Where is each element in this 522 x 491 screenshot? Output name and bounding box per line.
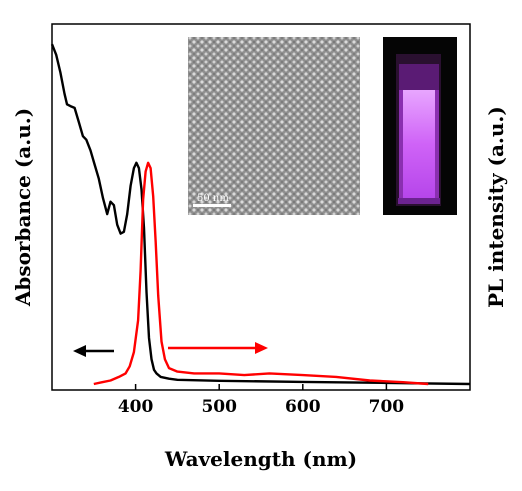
x-axis-ticks [134,384,388,390]
plot-frame [51,23,471,391]
cuvette-photo-inset [383,37,457,215]
y-axis-title-left: Absorbance (a.u.) [11,108,35,307]
left-axis-arrow [73,345,114,357]
x-tick-label: 500 [201,397,237,417]
absorbance-series-line [50,43,471,386]
tem-scale-bar-label: 50 nm [197,193,229,204]
y-axis-title-right: PL intensity (a.u.) [484,106,508,308]
tem-scale-bar [193,204,231,207]
x-tick-label: 600 [285,397,321,417]
x-tick-label: 400 [118,397,154,417]
x-axis-tick-labels: 400 500 600 700 [118,397,404,417]
series-layer [50,43,471,386]
right-axis-arrow [168,342,268,354]
x-tick-label: 700 [369,397,405,417]
tem-inset: 50 nm [188,37,360,215]
pl-series-line [93,161,429,386]
x-axis-title: Wavelength (nm) [164,447,357,471]
